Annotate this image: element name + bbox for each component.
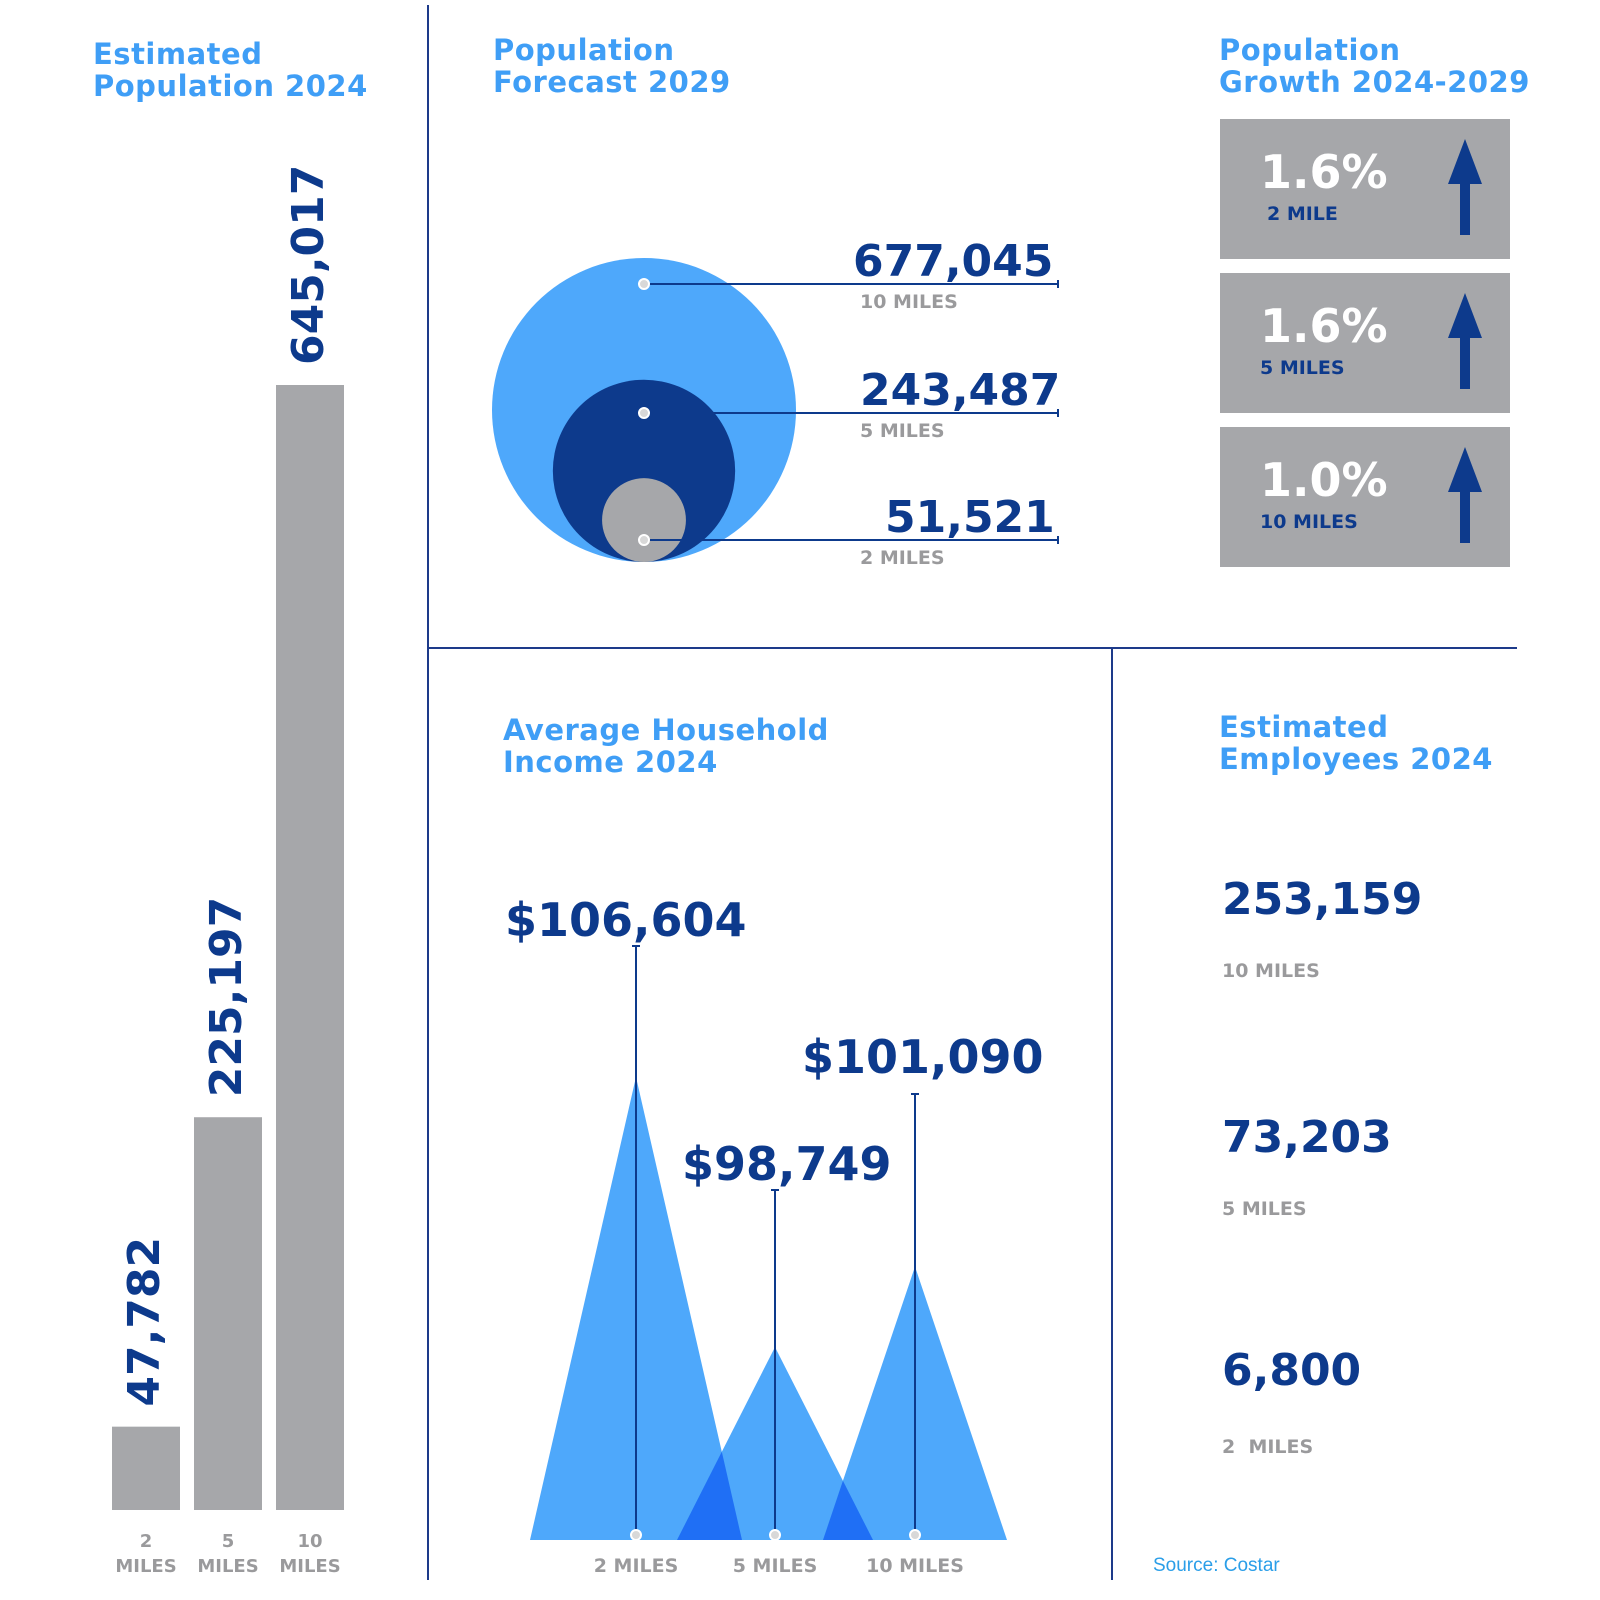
up-arrow-icon: [1448, 447, 1482, 543]
growth-label: 10 MILES: [1260, 511, 1358, 533]
income-category-label: 10 MILES: [866, 1555, 964, 1577]
growth-title-line1: Population: [1219, 33, 1401, 67]
employees-value-2-miles: 6,800: [1222, 1345, 1362, 1396]
growth-value: 1.0%: [1260, 453, 1388, 507]
income-value-label: $98,749: [682, 1137, 892, 1191]
employees-title-line2: Employees 2024: [1219, 742, 1493, 776]
source-note: Source: Costar: [1153, 1555, 1280, 1576]
pop24-category-label: MILES: [115, 1556, 176, 1577]
pop24-title-line1: Estimated: [93, 37, 263, 71]
forecast-dot: [638, 534, 650, 546]
income-area-peak: [530, 1077, 742, 1540]
employees-value-10-miles: 253,159: [1222, 874, 1423, 925]
forecast-value-label: 677,045: [853, 236, 1053, 287]
growth-value: 1.6%: [1260, 299, 1388, 353]
pop24-bar: [112, 1426, 180, 1510]
employees-title-line1: Estimated: [1219, 710, 1389, 744]
employees-label-5-miles: 5 MILES: [1222, 1198, 1307, 1220]
pop24-value-label: 47,782: [119, 1237, 170, 1407]
forecast-title-line2: Forecast 2029: [493, 65, 731, 99]
income-dot: [630, 1529, 642, 1541]
forecast-value-label: 243,487: [860, 365, 1060, 416]
pop24-category-label: MILES: [197, 1556, 258, 1577]
pop24-category-label: 2: [140, 1531, 153, 1552]
income-value-label: $106,604: [505, 893, 747, 947]
growth-card-5-miles: 1.6% 5 MILES: [1220, 273, 1510, 413]
growth-title: Population Growth 2024-2029: [1219, 34, 1530, 98]
income-title-line1: Average Household: [503, 713, 829, 747]
up-arrow-icon: [1448, 139, 1482, 235]
pop24-title-line2: Population 2024: [93, 69, 368, 103]
population-2024-bar-chart: 47,782 2 MILES 225,197 5 MILES 645,017 10 MILES: [112, 165, 344, 1577]
pop24-value-label: 225,197: [201, 897, 252, 1097]
up-arrow-icon: [1448, 293, 1482, 389]
forecast-bubble: [552, 379, 736, 562]
growth-label: 2 MILE: [1267, 203, 1338, 225]
forecast-category-label: 5 MILES: [860, 420, 945, 442]
income-dot: [769, 1529, 781, 1541]
vertical-divider-left: [427, 5, 429, 1580]
income-title-line2: Income 2024: [503, 745, 718, 779]
income-category-label: 2 MILES: [594, 1555, 679, 1577]
income-area-peak: [677, 1347, 873, 1540]
forecast-bubble: [602, 478, 686, 562]
forecast-category-label: 2 MILES: [860, 547, 945, 569]
employees-value-5-miles: 73,203: [1222, 1112, 1392, 1163]
forecast-category-label: 10 MILES: [860, 291, 958, 313]
income-value-label: $101,090: [802, 1030, 1044, 1084]
growth-card-2-mile: 1.6% 2 MILE: [1220, 119, 1510, 259]
growth-title-line2: Growth 2024-2029: [1219, 65, 1530, 99]
employees-label-2-miles: 2 MILES: [1222, 1436, 1314, 1458]
forecast-value-label: 51,521: [885, 492, 1055, 543]
forecast-title-line1: Population: [493, 33, 675, 67]
growth-card-10-miles: 1.0% 10 MILES: [1220, 427, 1510, 567]
horizontal-divider: [427, 647, 1517, 649]
growth-value: 1.6%: [1260, 145, 1388, 199]
pop24-bar: [276, 385, 344, 1510]
forecast-title: Population Forecast 2029: [493, 34, 731, 98]
income-dot: [909, 1529, 921, 1541]
growth-label: 5 MILES: [1260, 357, 1345, 379]
pop24-title: Estimated Population 2024: [93, 38, 368, 102]
employees-label-10-miles: 10 MILES: [1222, 960, 1320, 982]
vertical-divider-right: [1111, 649, 1113, 1580]
income-area-overlap: [677, 1451, 742, 1540]
income-category-label: 5 MILES: [733, 1555, 818, 1577]
income-title: Average Household Income 2024: [503, 714, 829, 778]
pop24-value-label: 645,017: [283, 165, 334, 365]
pop24-bar: [194, 1117, 262, 1510]
pop24-category-label: 5: [222, 1531, 235, 1552]
income-area-overlap: [823, 1480, 873, 1540]
employees-title: Estimated Employees 2024: [1219, 711, 1493, 775]
forecast-dot: [638, 278, 650, 290]
pop24-category-label: 10: [297, 1531, 322, 1552]
forecast-bubble: [492, 258, 796, 562]
pop24-category-label: MILES: [279, 1556, 340, 1577]
income-area-peak: [823, 1266, 1007, 1540]
forecast-dot: [638, 407, 650, 419]
